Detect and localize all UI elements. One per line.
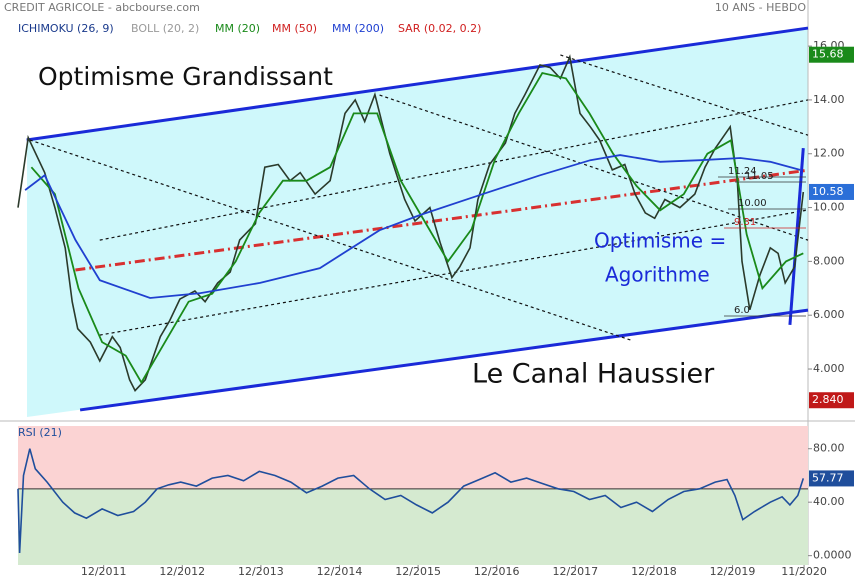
trend-line: [75, 168, 809, 272]
lower-band: [18, 488, 808, 565]
chart-title: CREDIT AGRICOLE - abcbourse.com: [4, 1, 200, 14]
annotation: Optimisme =: [594, 229, 726, 253]
price-badge-label: 10.58: [812, 185, 844, 198]
x-tick-label: 11/2020: [781, 565, 827, 578]
chart-subtitle: 10 ANS - HEBDO: [715, 1, 806, 14]
panel-title: RSI (21): [18, 426, 62, 439]
legend-entry: MM (50): [272, 22, 317, 35]
upper-band: [18, 426, 808, 489]
y-tick-label: 80.00: [813, 442, 845, 455]
y-tick-label: 40.00: [813, 495, 845, 508]
y-tick-label: 0.0000: [813, 549, 852, 562]
level-label: 11.24: [728, 166, 757, 177]
x-tick-label: 12/2015: [395, 565, 441, 578]
x-tick-label: 12/2017: [552, 565, 598, 578]
x-tick-label: 12/2013: [238, 565, 284, 578]
price-badge-label: 2.840: [812, 393, 844, 406]
price-badge: [809, 470, 854, 487]
price-badge: [809, 46, 854, 63]
series-line: [17, 54, 805, 392]
legend-entry: SAR (0.02, 0.2): [398, 22, 481, 35]
y-tick-label: 8.000: [813, 254, 845, 267]
legend-entry: ICHIMOKU (26, 9): [18, 22, 114, 35]
price-badge-label: 57.77: [812, 471, 844, 484]
series-line: [24, 154, 801, 299]
trend-line: [788, 147, 805, 326]
price-badge: [809, 183, 854, 200]
annotation: Le Canal Haussier: [472, 359, 715, 390]
annotation: Optimisme Grandissant: [38, 62, 333, 91]
trend-line: [560, 54, 809, 136]
trend-line: [99, 99, 809, 241]
x-tick-label: 12/2014: [317, 565, 363, 578]
legend-entry: MM (200): [332, 22, 384, 35]
x-tick-label: 12/2018: [631, 565, 677, 578]
y-tick-label: 6.000: [813, 308, 845, 321]
trend-line: [26, 26, 809, 142]
y-tick-label: 14.00: [813, 93, 845, 106]
legend-entry: BOLL (20, 2): [131, 22, 199, 35]
series-line: [17, 448, 805, 554]
y-tick-label: 10.00: [813, 201, 845, 214]
x-tick-label: 12/2012: [159, 565, 205, 578]
price-badge: [809, 392, 854, 409]
price-badge-label: 15.68: [812, 48, 844, 61]
level-label: 10.00: [738, 198, 767, 209]
x-tick-label: 12/2019: [710, 565, 756, 578]
y-tick-label: 12.00: [813, 147, 845, 160]
series-line: [30, 71, 804, 385]
level-label: 6.0: [734, 305, 750, 316]
x-tick-label: 12/2011: [81, 565, 127, 578]
annotation: Agorithme: [605, 263, 710, 287]
level-label: 11.05: [745, 171, 774, 182]
x-tick-label: 12/2016: [474, 565, 520, 578]
trend-line: [79, 308, 809, 412]
legend-entry: MM (20): [215, 22, 260, 35]
level-label: 9.31: [734, 217, 756, 228]
y-tick-label: 4.000: [813, 362, 845, 375]
